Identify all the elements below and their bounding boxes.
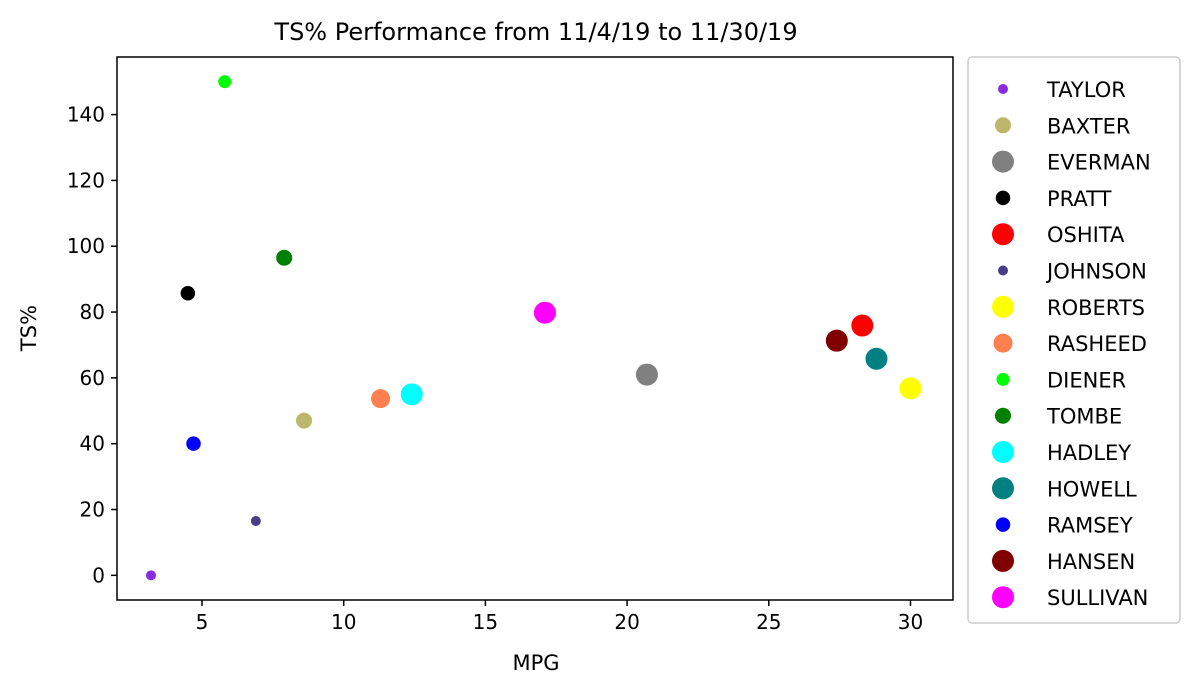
y-tick-label: 100	[67, 234, 105, 258]
legend-marker-hansen	[992, 549, 1014, 572]
point-everman	[635, 363, 658, 386]
point-oshita	[851, 314, 874, 337]
point-hansen	[825, 329, 848, 352]
y-tick-label: 80	[80, 300, 105, 324]
legend-frame	[967, 56, 1181, 624]
legend-marker-sullivan	[992, 586, 1014, 609]
x-tick-label: 30	[898, 610, 923, 634]
legend-label-hansen: HANSEN	[1047, 550, 1135, 574]
legend-label-howell: HOWELL	[1047, 477, 1137, 501]
point-sullivan	[533, 301, 556, 324]
legend-marker-rasheed	[993, 333, 1013, 353]
point-baxter	[296, 412, 313, 429]
chart-title: TS% Performance from 11/4/19 to 11/30/19	[273, 18, 797, 46]
legend-marker-johnson	[998, 265, 1008, 276]
legend-label-hadley: HADLEY	[1047, 441, 1131, 465]
point-tombe	[276, 249, 293, 266]
legend-marker-pratt	[995, 190, 1011, 206]
point-taylor	[146, 570, 157, 581]
legend-label-baxter: BAXTER	[1047, 114, 1130, 138]
plot-frame	[116, 56, 954, 601]
point-johnson	[250, 516, 261, 527]
legend-label-rasheed: RASHEED	[1047, 332, 1147, 356]
point-diener	[218, 75, 232, 89]
legend-marker-ramsey	[995, 517, 1011, 532]
legend-label-diener: DIENER	[1047, 368, 1126, 392]
y-tick-label: 0	[92, 563, 105, 587]
point-howell	[865, 347, 888, 370]
point-rasheed	[371, 389, 391, 409]
legend-label-oshita: OSHITA	[1047, 223, 1125, 247]
y-axis-label: TS%	[17, 305, 41, 352]
legend-label-everman: EVERMAN	[1047, 151, 1151, 175]
legend-label-taylor: TAYLOR	[1046, 78, 1126, 102]
point-hadley	[400, 383, 423, 406]
legend-marker-oshita	[992, 223, 1014, 246]
y-tick-label: 120	[67, 168, 105, 192]
legend-marker-howell	[992, 477, 1014, 500]
legend-label-ramsey: RAMSEY	[1047, 514, 1133, 538]
x-axis-label: MPG	[512, 651, 559, 675]
legend-label-pratt: PRATT	[1047, 187, 1112, 211]
point-pratt	[180, 286, 196, 301]
legend-marker-hadley	[992, 441, 1014, 463]
x-tick-label: 25	[756, 610, 781, 634]
legend-marker-everman	[992, 150, 1014, 173]
x-tick-label: 20	[614, 610, 639, 634]
legend-label-roberts: ROBERTS	[1047, 296, 1145, 320]
y-tick-label: 20	[80, 498, 105, 522]
y-tick-label: 60	[80, 366, 105, 390]
x-tick-label: 15	[473, 610, 498, 634]
legend-marker-baxter	[995, 117, 1011, 134]
legend-label-sullivan: SULLIVAN	[1047, 586, 1148, 610]
legend-marker-taylor	[998, 84, 1008, 94]
point-roberts	[899, 377, 922, 400]
point-ramsey	[186, 436, 201, 451]
legend-label-tombe: TOMBE	[1046, 405, 1122, 429]
legend: TAYLOR BAXTER EVERMAN PRATT OSHITA JOHNSON ROB…	[967, 56, 1181, 624]
legend-marker-roberts	[992, 295, 1014, 318]
x-tick-label: 10	[331, 610, 356, 634]
legend-marker-diener	[996, 372, 1010, 386]
legend-label-johnson: JOHNSON	[1045, 260, 1147, 284]
legend-marker-tombe	[995, 407, 1011, 424]
y-tick-label: 140	[67, 103, 105, 127]
x-tick-label: 5	[196, 610, 209, 634]
y-tick-label: 40	[80, 432, 105, 456]
